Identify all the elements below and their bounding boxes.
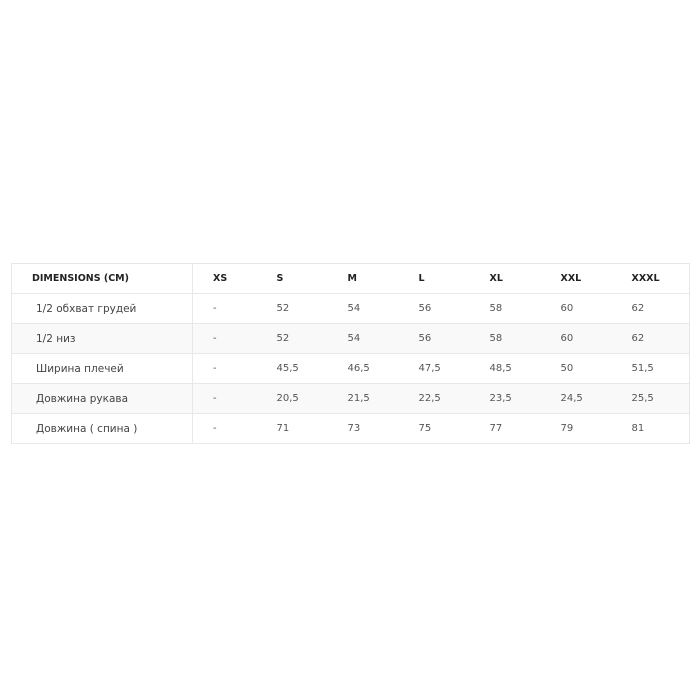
size-value: 56: [398, 293, 470, 324]
size-value: 71: [256, 413, 328, 444]
size-value: 54: [327, 323, 399, 354]
size-value: 62: [611, 323, 690, 354]
column-header: DIMENSIONS (CM): [11, 263, 193, 294]
size-value: 81: [611, 413, 690, 444]
table-row: Ширина плечей -45,5 46,5 47,5 48,5 50 51,5: [11, 353, 690, 384]
size-value: 50: [540, 353, 612, 384]
size-value: 58: [469, 293, 541, 324]
size-value: 56: [398, 323, 470, 354]
header-row: DIMENSIONS (CM) XS S M L XL XXL XXXL: [11, 263, 690, 294]
size-value: 51,5: [611, 353, 690, 384]
table-row: Довжина ( спина ) -71 73 75 77 79 81: [11, 413, 690, 444]
size-value: 54: [327, 293, 399, 324]
row-label: Ширина плечей: [11, 353, 193, 384]
size-value: -: [192, 353, 257, 384]
size-value: 52: [256, 323, 328, 354]
size-value: 60: [540, 293, 612, 324]
row-label: 1/2 обхват грудей: [11, 293, 193, 324]
column-header: L: [398, 263, 470, 294]
size-value: 75: [398, 413, 470, 444]
column-header: XXL: [540, 263, 612, 294]
row-label: Довжина ( спина ): [11, 413, 193, 444]
table-row: 1/2 низ -52 54 56 58 60 62: [11, 323, 690, 354]
table-row: 1/2 обхват грудей -52 54 56 58 60 62: [11, 293, 690, 324]
size-value: 73: [327, 413, 399, 444]
table-row: Довжина рукава -20,5 21,5 22,5 23,5 24,5 25,5: [11, 383, 690, 414]
size-value: 52: [256, 293, 328, 324]
size-value: 58: [469, 323, 541, 354]
size-value: 60: [540, 323, 612, 354]
column-header: S: [256, 263, 328, 294]
size-value: 20,5: [256, 383, 328, 414]
size-value: 22,5: [398, 383, 470, 414]
size-chart-table: DIMENSIONS (CM) XS S M L XL XXL XXXL 1/2 обхват…: [11, 263, 690, 444]
column-header: XS: [192, 263, 257, 294]
size-value: 24,5: [540, 383, 612, 414]
size-value: -: [192, 293, 257, 324]
row-label: Довжина рукава: [11, 383, 193, 414]
size-value: 46,5: [327, 353, 399, 384]
size-value: 45,5: [256, 353, 328, 384]
size-value: 79: [540, 413, 612, 444]
size-value: 21,5: [327, 383, 399, 414]
size-value: 23,5: [469, 383, 541, 414]
size-value: 48,5: [469, 353, 541, 384]
size-value: 77: [469, 413, 541, 444]
size-value: -: [192, 413, 257, 444]
column-header: XXXL: [611, 263, 690, 294]
size-value: -: [192, 323, 257, 354]
column-header: XL: [469, 263, 541, 294]
size-value: 25,5: [611, 383, 690, 414]
size-value: -: [192, 383, 257, 414]
size-value: 47,5: [398, 353, 470, 384]
row-label: 1/2 низ: [11, 323, 193, 354]
size-value: 62: [611, 293, 690, 324]
column-header: M: [327, 263, 399, 294]
